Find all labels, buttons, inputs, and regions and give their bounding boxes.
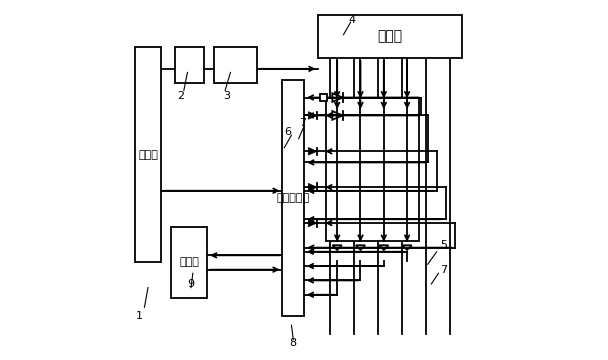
Bar xyxy=(136,47,161,262)
Bar xyxy=(325,98,419,241)
Text: 9: 9 xyxy=(187,279,195,289)
Text: 7: 7 xyxy=(299,118,306,128)
Text: 数据采集卡: 数据采集卡 xyxy=(277,193,310,203)
Text: 复用器: 复用器 xyxy=(378,30,402,44)
Text: 8: 8 xyxy=(289,338,297,348)
Text: 3: 3 xyxy=(223,91,230,101)
Bar xyxy=(171,226,207,298)
Text: 7: 7 xyxy=(440,265,447,275)
Text: 主时钟: 主时钟 xyxy=(138,150,158,160)
Polygon shape xyxy=(308,112,317,119)
Text: 6: 6 xyxy=(285,127,291,136)
Text: 1: 1 xyxy=(136,311,142,321)
Polygon shape xyxy=(308,148,317,155)
Text: 计算机: 计算机 xyxy=(179,257,199,267)
Text: 2: 2 xyxy=(177,91,184,101)
Bar xyxy=(175,47,204,83)
Bar xyxy=(320,94,327,101)
Bar xyxy=(215,47,257,83)
Bar xyxy=(319,15,462,58)
Polygon shape xyxy=(308,219,317,227)
Bar xyxy=(283,80,304,316)
Text: 4: 4 xyxy=(349,15,356,26)
Text: 5: 5 xyxy=(440,239,447,249)
Polygon shape xyxy=(308,183,317,191)
